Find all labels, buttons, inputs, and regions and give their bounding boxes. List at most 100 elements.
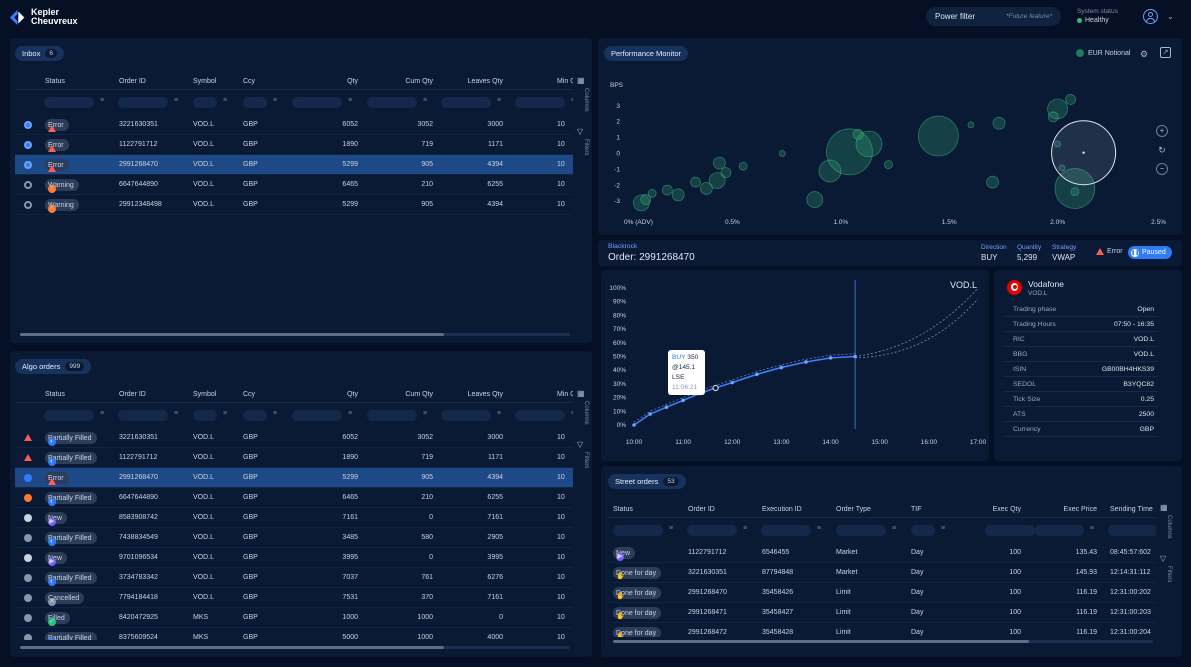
- column-header[interactable]: Status: [613, 506, 633, 513]
- scatter-bubble[interactable]: [738, 161, 748, 171]
- table-row[interactable]: ▶ New 8583908742 VOD.L GBP 7161 0 7161 10: [15, 508, 573, 528]
- column-filter-input[interactable]: [367, 410, 417, 421]
- column-filter-input[interactable]: [118, 410, 168, 421]
- algo-scrollbar[interactable]: [20, 646, 570, 649]
- execution-point[interactable]: [828, 356, 833, 360]
- column-filter-input[interactable]: [367, 97, 417, 108]
- column-header[interactable]: Ccy: [243, 391, 256, 398]
- scatter-bubble[interactable]: [1047, 98, 1068, 120]
- column-filter-input[interactable]: [243, 97, 267, 108]
- filter-icon[interactable]: ≡: [497, 410, 502, 417]
- row-status-indicator-icon[interactable]: [24, 574, 32, 582]
- column-header[interactable]: Exec Qty: [992, 506, 1021, 513]
- scatter-bubble[interactable]: [700, 182, 713, 195]
- column-filter-input[interactable]: [1034, 525, 1084, 536]
- filter-icon[interactable]: ≡: [743, 525, 748, 532]
- table-row[interactable]: ! Warning 29912348498 VOD.L GBP 5299 905 4394 10: [15, 195, 573, 215]
- row-warning-icon[interactable]: [24, 434, 32, 441]
- scatter-bubble[interactable]: [852, 129, 864, 140]
- scatter-bubble[interactable]: [647, 188, 657, 198]
- column-header[interactable]: Order ID: [119, 391, 146, 398]
- table-row[interactable]: ▶ New 9701096534 VOD.L GBP 3995 0 3995 10: [15, 548, 573, 568]
- column-header[interactable]: Cum Qty: [405, 78, 433, 85]
- filter-icon[interactable]: ≡: [174, 410, 179, 417]
- filter-icon[interactable]: ≡: [348, 97, 353, 104]
- column-header[interactable]: Min Q: [557, 391, 573, 398]
- table-row[interactable]: ✓ Filled 8420472925 MKS GBP 1000 1000 0 10: [15, 608, 573, 628]
- radio-icon[interactable]: [24, 201, 32, 209]
- open-external-icon[interactable]: ↗: [1160, 47, 1171, 58]
- table-row[interactable]: ✋ Done for day 2991268470 35458426 Limit Day 1…: [608, 583, 1156, 603]
- power-filter-input[interactable]: Power filter *Future feature*: [926, 7, 1061, 26]
- table-row[interactable]: ◐Partially Filled 8375609524 MKS GBP 5000 100…: [15, 628, 573, 640]
- user-avatar-icon[interactable]: [1143, 9, 1158, 24]
- table-row[interactable]: ✕ Cancelled 7794184418 VOD.L GBP 7531 370 7161 1…: [15, 588, 573, 608]
- scatter-bubble[interactable]: [992, 116, 1006, 130]
- scatter-bubble[interactable]: [1054, 140, 1061, 148]
- execution-point[interactable]: [804, 360, 808, 364]
- column-filter-input[interactable]: [761, 525, 811, 536]
- execution-point[interactable]: [730, 380, 735, 385]
- column-header[interactable]: Min Q: [557, 78, 573, 85]
- scatter-bubble[interactable]: [708, 172, 726, 189]
- radio-icon[interactable]: [24, 181, 32, 189]
- column-header[interactable]: Sending Time: [1110, 506, 1153, 513]
- column-header[interactable]: Order Type: [836, 506, 871, 513]
- reset-zoom-icon[interactable]: ↻: [1158, 145, 1166, 155]
- row-status-indicator-icon[interactable]: [24, 534, 32, 542]
- selected-radio-icon[interactable]: [24, 141, 32, 149]
- algo-filters-toggle[interactable]: ▽ Filters: [577, 440, 589, 468]
- inbox-scrollbar[interactable]: [20, 333, 570, 336]
- column-filter-input[interactable]: [836, 525, 886, 536]
- column-header[interactable]: Leaves Qty: [467, 391, 503, 398]
- table-row[interactable]: ✋ Done for day 2991268472 35458428 Limit Day 1…: [608, 623, 1156, 637]
- selected-radio-icon[interactable]: [24, 121, 32, 129]
- inbox-columns-toggle[interactable]: ▦ Columns: [577, 76, 589, 112]
- execution-point[interactable]: [755, 372, 759, 377]
- column-filter-input[interactable]: [687, 525, 737, 536]
- column-header[interactable]: Status: [45, 391, 65, 398]
- filter-icon[interactable]: ≡: [423, 410, 428, 417]
- scatter-bubble[interactable]: [671, 188, 685, 202]
- column-filter-input[interactable]: [292, 410, 342, 421]
- column-filter-input[interactable]: [515, 97, 565, 108]
- table-row[interactable]: ✋ Done for day 3221630351 87794848 Market Day…: [608, 563, 1156, 583]
- filter-icon[interactable]: ≡: [571, 410, 573, 417]
- column-filter-input[interactable]: [441, 97, 491, 108]
- column-header[interactable]: Qty: [347, 78, 358, 85]
- scatter-bubble[interactable]: [884, 160, 893, 169]
- scatter-bubble[interactable]: [818, 159, 842, 183]
- column-header[interactable]: Symbol: [193, 78, 217, 85]
- scatter-bubble[interactable]: [967, 121, 975, 129]
- settings-gear-icon[interactable]: ⚙: [1139, 49, 1149, 59]
- scatter-bubble[interactable]: [1058, 164, 1066, 172]
- selected-execution-point[interactable]: [712, 384, 719, 392]
- column-header[interactable]: Execution ID: [762, 506, 802, 513]
- column-header[interactable]: Cum Qty: [405, 391, 433, 398]
- column-filter-input[interactable]: [118, 97, 168, 108]
- execution-point[interactable]: [648, 412, 653, 416]
- filter-icon[interactable]: ≡: [892, 525, 897, 532]
- inbox-filters-toggle[interactable]: ▽ Filters: [577, 127, 589, 155]
- filter-icon[interactable]: ≡: [348, 410, 353, 417]
- filter-icon[interactable]: ≡: [273, 410, 278, 417]
- table-row[interactable]: Error 3221630351 VOD.L GBP 6052 3052 3000 10: [15, 115, 573, 135]
- column-header[interactable]: Order ID: [119, 78, 146, 85]
- column-filter-input[interactable]: [193, 410, 217, 421]
- column-filter-input[interactable]: [292, 97, 342, 108]
- scatter-bubble[interactable]: [713, 156, 726, 170]
- scatter-bubble[interactable]: [806, 191, 824, 208]
- execution-point[interactable]: [664, 405, 669, 409]
- column-filter-input[interactable]: [441, 410, 491, 421]
- filter-icon[interactable]: ≡: [941, 525, 946, 532]
- row-status-indicator-icon[interactable]: [24, 614, 32, 622]
- table-row[interactable]: ◐ Partially Filled 1122791712 VOD.L GBP 1890 7…: [15, 448, 573, 468]
- zoom-in-icon[interactable]: +: [1156, 125, 1168, 137]
- column-filter-input[interactable]: [911, 525, 935, 536]
- column-filter-input[interactable]: [515, 410, 565, 421]
- selected-radio-icon[interactable]: [24, 161, 32, 169]
- table-row[interactable]: Error 2991268470 VOD.L GBP 5299 905 4394 10: [15, 155, 573, 175]
- column-header[interactable]: Exec Price: [1063, 506, 1097, 513]
- scatter-bubble[interactable]: [1070, 187, 1080, 197]
- table-row[interactable]: ◐ Partially Filled 6647644890 VOD.L GBP 6465 2…: [15, 488, 573, 508]
